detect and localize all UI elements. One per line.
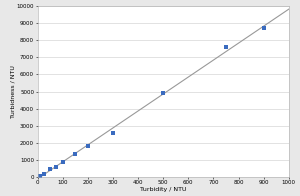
Point [60,160,65,163]
Point [224,46,228,49]
Point [73,152,78,155]
Point [38,174,42,177]
Point [41,172,46,175]
Point [261,27,266,30]
Point [48,168,52,171]
Y-axis label: Turbidness / NTU: Turbidness / NTU [10,65,15,118]
Point [54,165,59,168]
Point [161,92,166,95]
X-axis label: Turbidity / NTU: Turbidity / NTU [140,187,186,192]
Point [85,145,90,148]
Point [110,131,115,134]
